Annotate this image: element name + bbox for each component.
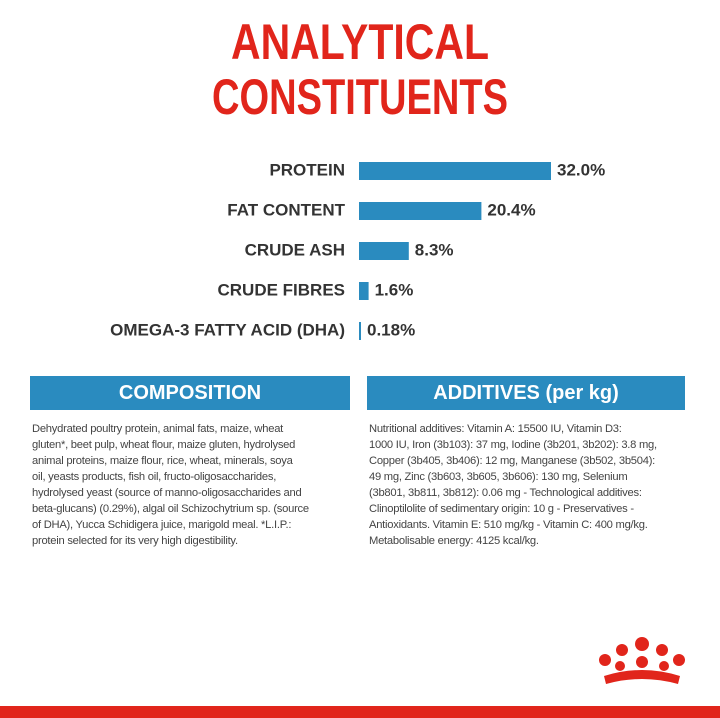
footer-band [0,706,720,718]
category-label: PROTEIN [269,160,345,179]
section-header: COMPOSITION [30,376,350,410]
text-line: of DHA), Yucca Schidigera juice, marigol… [32,519,292,531]
value-label: 32.0% [557,160,605,179]
category-label: OMEGA-3 FATTY ACID (DHA) [110,320,345,339]
chart-title: CONSTITUENTS [212,69,508,125]
text-line: Copper (3b405, 3b406): 12 mg, Manganese … [369,455,656,467]
text-line: Dehydrated poultry protein, animal fats,… [32,423,284,435]
additives-text: Nutritional additives: Vitamin A: 15500 … [369,421,657,549]
chart: ANALYTICAL CONSTITUENTS PROTEIN 32.0% FAT … [110,14,605,340]
composition-text: Dehydrated poultry protein, animal fats,… [32,421,309,549]
value-label: 20.4% [487,200,535,219]
text-line: Nutritional additives: Vitamin A: 15500 … [369,423,622,435]
bar [359,162,551,180]
bar [359,322,361,340]
chart-title: ANALYTICAL [231,14,489,70]
text-line: 1000 IU, Iron (3b103): 37 mg, Iodine (3b… [369,439,657,451]
text-line: oil, yeasts products, fish oil, fructo-o… [32,471,277,483]
bar [359,242,409,260]
text-line: animal proteins, maize flour, rice, whea… [32,455,293,467]
text-line: gluten*, beet pulp, wheat flour, maize g… [32,439,296,451]
bar [359,282,369,300]
section-header: ADDITIVES (per kg) [367,376,685,410]
text-line: Antioxidants. Vitamin E: 510 mg/kg - Vit… [369,519,648,531]
text-line: beta-glucans) (0.29%), algal oil Schizoc… [32,503,309,515]
text-line: protein selected for its very high diges… [32,535,238,547]
text-line: (3b801, 3b811, 3b812): 0.06 mg - Technol… [369,487,642,499]
category-label: CRUDE ASH [245,240,345,259]
bar [359,202,482,220]
text-line: hydrolysed yeast (source of manno-oligos… [32,487,302,499]
text-line: 49 mg, Zinc (3b603, 3b605, 3b606): 130 m… [369,471,628,483]
value-label: 1.6% [375,280,414,299]
logo [599,637,685,684]
value-label: 8.3% [415,240,454,259]
category-label: CRUDE FIBRES [217,280,345,299]
text-line: Metabolisable energy: 4125 kcal/kg. [369,535,539,547]
text-line: Clinoptilolite of sedimentary origin: 10… [369,503,634,515]
category-label: FAT CONTENT [227,200,345,219]
value-label: 0.18% [367,320,415,339]
